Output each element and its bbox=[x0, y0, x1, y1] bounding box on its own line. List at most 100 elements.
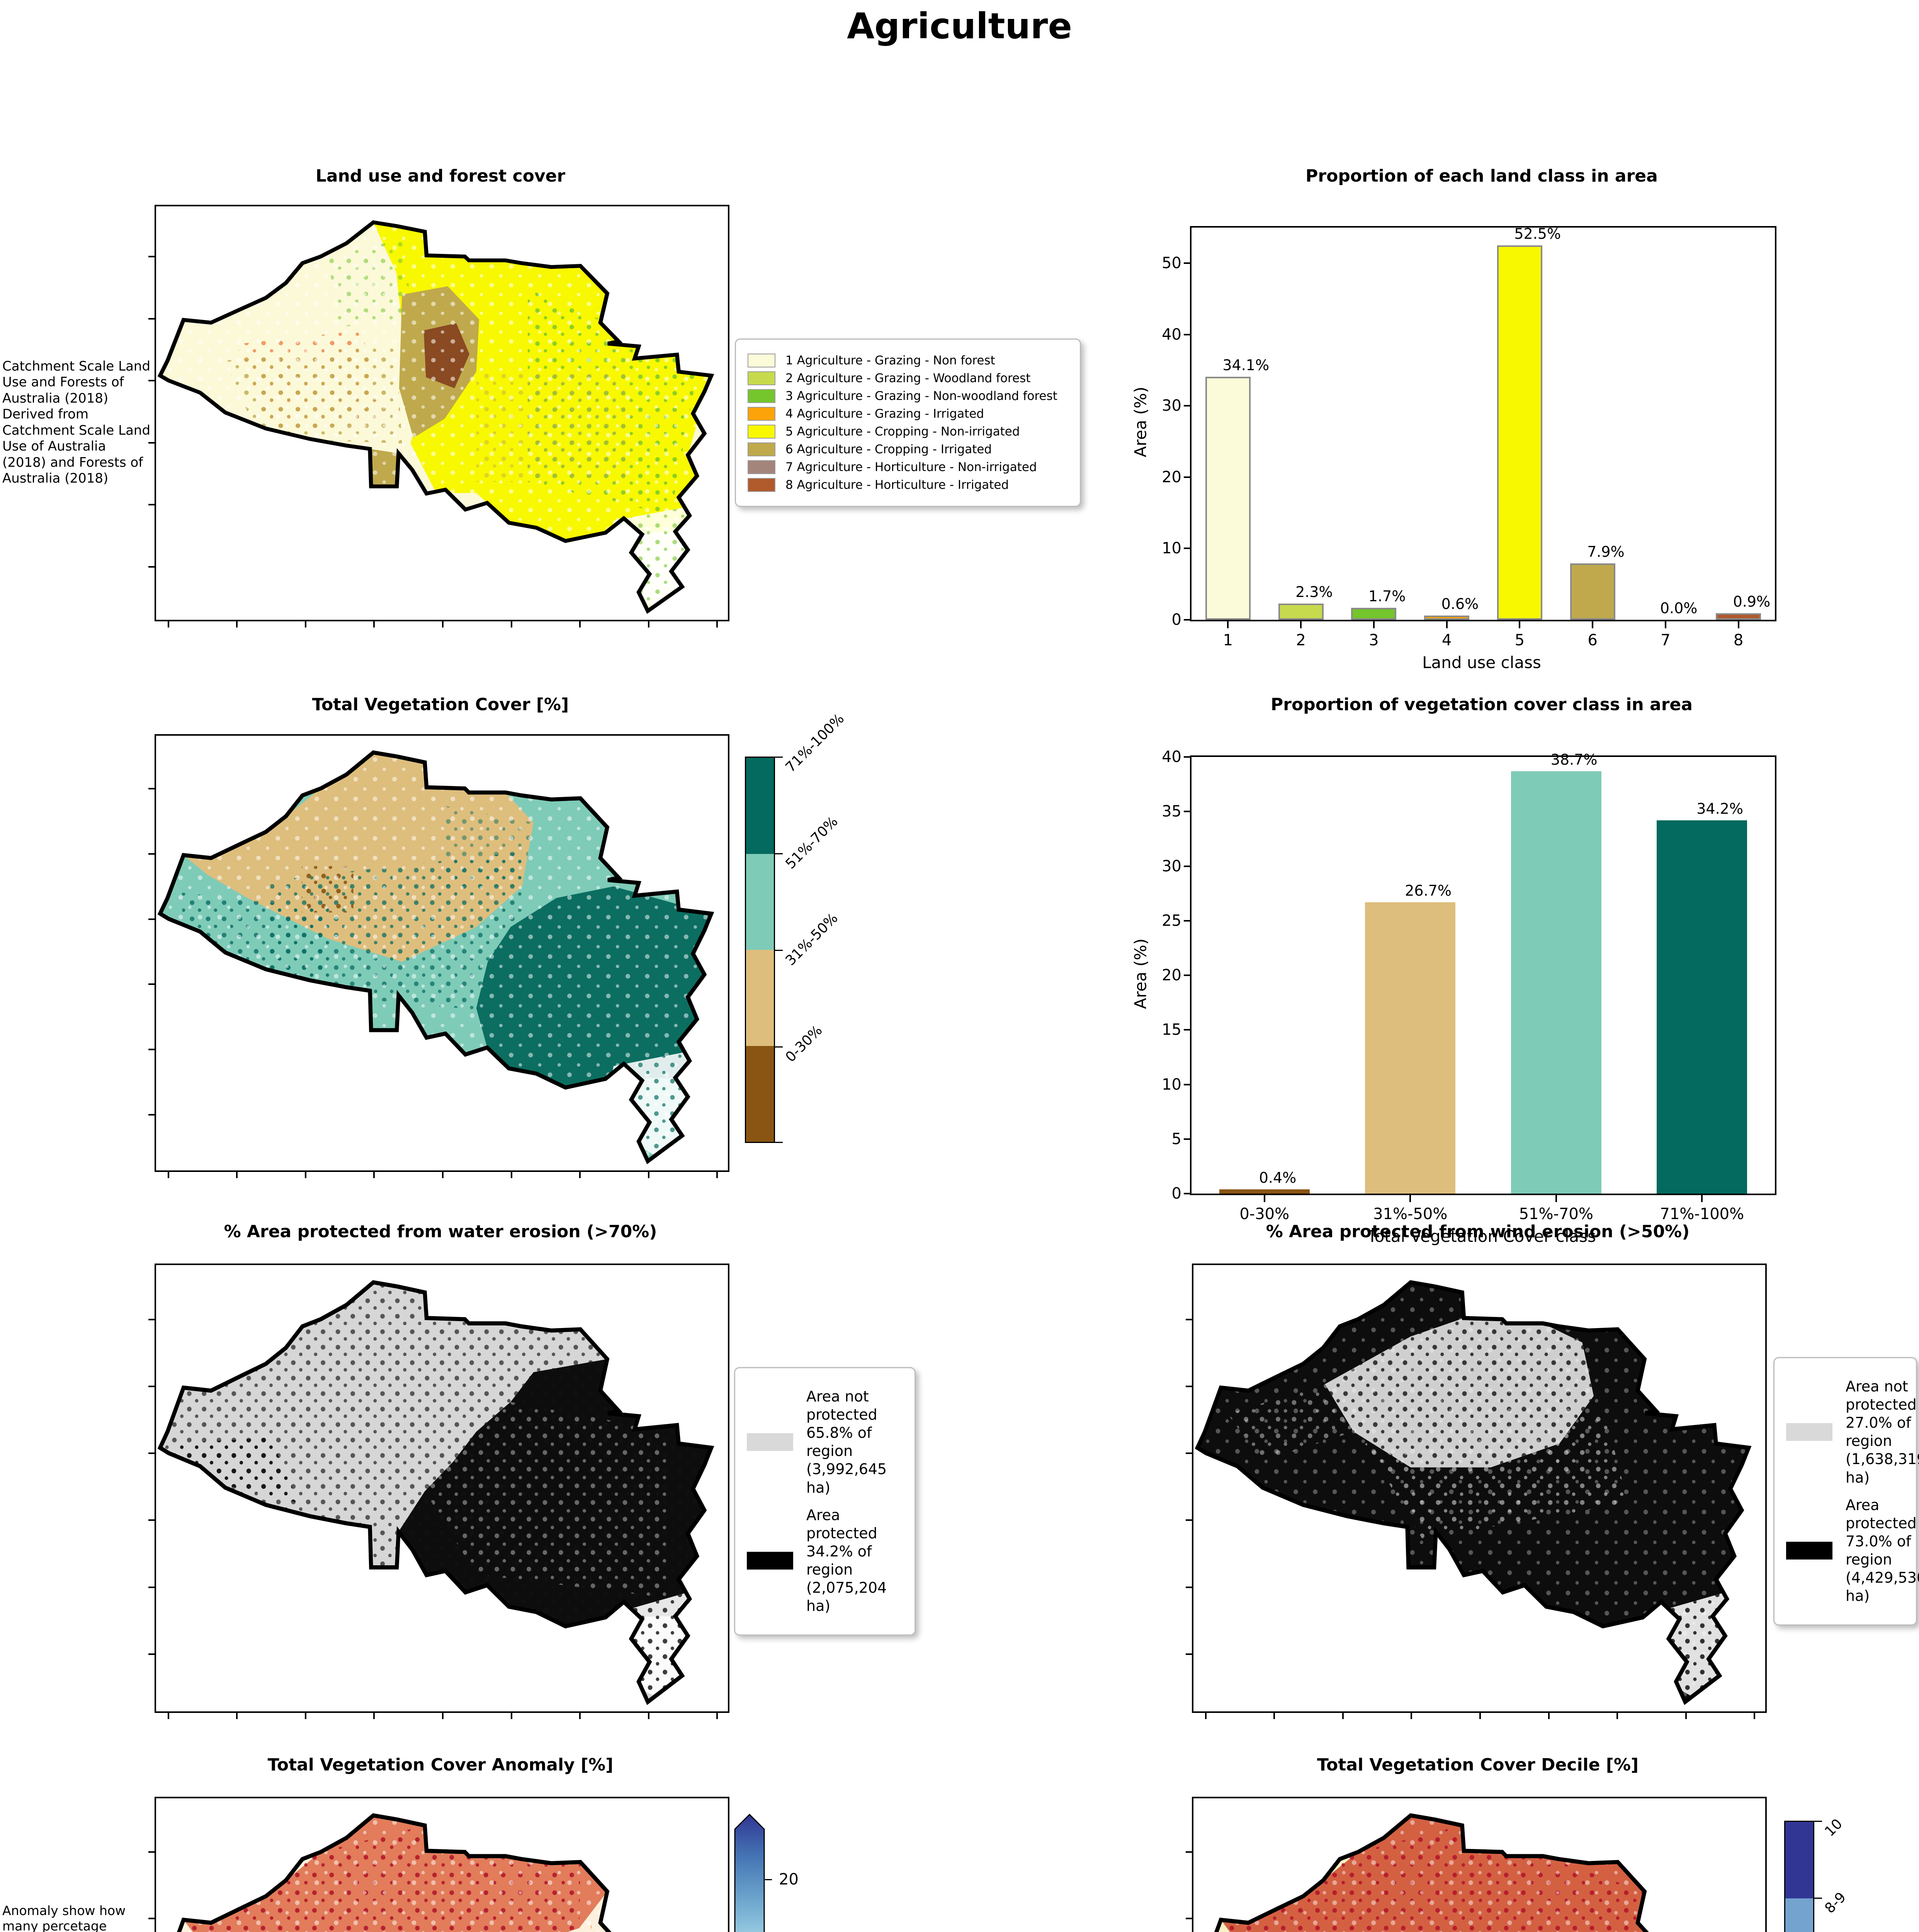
veg-cover-chart-ylabel: Area (%) bbox=[1131, 938, 1150, 1009]
map-axis-tick bbox=[1186, 1519, 1193, 1521]
y-tick-label: 5 bbox=[1171, 1130, 1181, 1148]
map-axis-tick bbox=[148, 918, 155, 920]
map-axis-tick bbox=[148, 983, 155, 985]
legend-item-label: 8 Agriculture - Horticulture - Irrigated bbox=[785, 478, 1009, 492]
map-axis-tick bbox=[1342, 1712, 1344, 1719]
colorbar-segment bbox=[1785, 1822, 1813, 1898]
bar bbox=[1497, 245, 1542, 620]
water-erosion-map-image bbox=[156, 1265, 728, 1711]
colorbar-tick bbox=[775, 950, 783, 951]
map-axis-tick bbox=[304, 1712, 306, 1719]
bar-value-label: 38.7% bbox=[1550, 751, 1598, 768]
map-axis-tick bbox=[579, 1712, 581, 1719]
map-axis-tick bbox=[148, 1452, 155, 1454]
map-axis-tick bbox=[167, 621, 169, 628]
map-axis-tick bbox=[579, 621, 581, 628]
panel-title-anomaly: Total Vegetation Cover Anomaly [%] bbox=[267, 1755, 614, 1775]
y-tick-mark bbox=[1184, 975, 1191, 976]
veg-cover-colorbar: 71%-100% 51%-70% 31%-50% 0-30% bbox=[745, 711, 907, 1143]
x-tick-label: 5 bbox=[1514, 631, 1525, 649]
colorbar-tick bbox=[775, 757, 783, 758]
map-axis-tick bbox=[442, 1712, 444, 1719]
x-tick-label: 6 bbox=[1588, 631, 1598, 649]
anomaly-colorbar-gradient bbox=[734, 1813, 765, 1932]
map-axis-tick bbox=[648, 621, 649, 628]
legend-item: Area protected 73.0% of region (4,429,53… bbox=[1786, 1496, 1919, 1605]
map-axis-tick bbox=[1186, 1851, 1193, 1853]
map-axis-tick bbox=[148, 380, 155, 382]
colorbar-tick bbox=[775, 1142, 783, 1143]
map-axis-tick bbox=[148, 1049, 155, 1050]
y-tick-label: 15 bbox=[1162, 1021, 1181, 1039]
map-axis-tick bbox=[1479, 1712, 1481, 1719]
bar-value-label: 26.7% bbox=[1405, 882, 1452, 899]
legend-item-label: 1 Agriculture - Grazing - Non forest bbox=[785, 354, 995, 367]
map-axis-tick bbox=[148, 256, 155, 258]
map-axis-tick bbox=[442, 621, 444, 628]
map-axis-tick bbox=[1186, 1318, 1193, 1320]
panel-title-veg-cover-chart: Proportion of vegetation cover class in … bbox=[1271, 695, 1693, 714]
wind-erosion-map bbox=[1186, 1264, 1767, 1719]
y-tick-label: 30 bbox=[1162, 397, 1181, 415]
colorbar-tick-label: 51%-70% bbox=[782, 813, 841, 872]
land-class-chart-ylabel: Area (%) bbox=[1131, 386, 1150, 457]
colorbar-tick-label: 31%-50% bbox=[782, 910, 841, 969]
bar bbox=[1657, 820, 1747, 1194]
bar-value-label: 34.1% bbox=[1222, 356, 1270, 374]
legend-swatch bbox=[1786, 1423, 1832, 1441]
map-axis-tick bbox=[148, 853, 155, 855]
y-tick-mark bbox=[1184, 262, 1191, 264]
bar bbox=[1570, 563, 1615, 620]
bar-value-label: 0.0% bbox=[1660, 600, 1698, 617]
land-use-map-image bbox=[156, 206, 728, 620]
legend-item: 8 Agriculture - Horticulture - Irrigated bbox=[748, 478, 1068, 492]
map-axis-tick bbox=[1186, 1452, 1193, 1454]
map-axis-tick bbox=[1685, 1712, 1687, 1719]
legend-swatch bbox=[748, 371, 775, 385]
legend-item-label: 6 Agriculture - Cropping - Irrigated bbox=[785, 442, 992, 456]
y-tick-label: 35 bbox=[1162, 803, 1181, 821]
map-axis-tick bbox=[373, 1712, 375, 1719]
map-axis-tick bbox=[716, 1712, 718, 1719]
legend-swatch bbox=[748, 425, 775, 439]
map-axis-tick bbox=[442, 1171, 444, 1178]
x-tick-mark bbox=[1373, 621, 1375, 628]
x-tick-label: 51%-70% bbox=[1519, 1205, 1593, 1223]
decile-map bbox=[1186, 1797, 1767, 1932]
legend-item-label: 4 Agriculture - Grazing - Irrigated bbox=[785, 407, 984, 421]
y-tick-mark bbox=[1184, 1138, 1191, 1140]
map-axis-tick bbox=[648, 1712, 649, 1719]
legend-item-label: Area protected 73.0% of region (4,429,53… bbox=[1846, 1496, 1919, 1605]
legend-swatch bbox=[748, 460, 775, 474]
map-axis-tick bbox=[148, 1918, 155, 1920]
y-tick-label: 30 bbox=[1162, 857, 1181, 875]
legend-item-label: 7 Agriculture - Horticulture - Non-irrig… bbox=[785, 460, 1037, 474]
veg-cover-chart-xlabel: Total Vegetation Cover class bbox=[1367, 1227, 1596, 1246]
map-axis-tick bbox=[304, 1171, 306, 1178]
x-tick-mark bbox=[1664, 621, 1666, 628]
colorbar-tick-label: 8-9 bbox=[1822, 1889, 1849, 1917]
map-axis-tick bbox=[1186, 1586, 1193, 1588]
y-tick-mark bbox=[1184, 333, 1191, 335]
legend-swatch bbox=[1786, 1541, 1832, 1560]
map-axis-tick bbox=[1205, 1712, 1207, 1719]
legend-item-label: Area not protected 27.0% of region (1,63… bbox=[1846, 1378, 1919, 1486]
panel-title-water-erosion: % Area protected from water erosion (>70… bbox=[224, 1222, 657, 1242]
legend-item-label: 3 Agriculture - Grazing - Non-woodland f… bbox=[785, 389, 1057, 403]
x-tick-label: 0-30% bbox=[1239, 1205, 1290, 1223]
land-use-legend: 1 Agriculture - Grazing - Non forest 2 Ag… bbox=[735, 338, 1081, 507]
map-axis-tick bbox=[716, 621, 718, 628]
bar bbox=[1205, 376, 1251, 620]
map-axis-tick bbox=[236, 1712, 238, 1719]
bar bbox=[1351, 607, 1397, 620]
y-tick-label: 50 bbox=[1162, 254, 1181, 272]
x-tick-mark bbox=[1409, 1194, 1411, 1202]
anomaly-caption: Anomaly show how many percetage points e… bbox=[2, 1903, 126, 1932]
map-axis-tick bbox=[148, 1586, 155, 1588]
map-axis-tick bbox=[148, 1519, 155, 1521]
colorbar-tick bbox=[775, 853, 783, 854]
legend-swatch bbox=[748, 478, 775, 492]
legend-item: Area protected 34.2% of region (2,075,20… bbox=[747, 1506, 903, 1616]
y-tick-mark bbox=[1184, 1029, 1191, 1031]
x-tick-mark bbox=[1519, 621, 1521, 628]
